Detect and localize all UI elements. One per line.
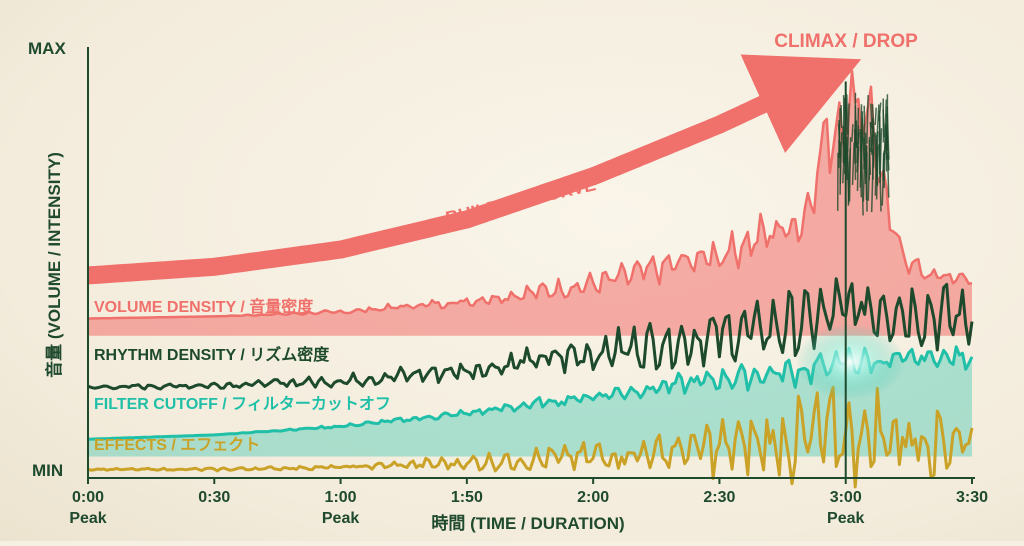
rhythm-density-label: RHYTHM DENSITY / リズム密度 <box>94 345 330 364</box>
climax-burst-stroke <box>847 94 848 134</box>
y-axis-label: 音量 (VOLUME / INTENSITY) <box>44 152 64 378</box>
filter-cutoff-label: FILTER CUTOFF / フィルターカットオフ <box>94 395 391 413</box>
build-up-curve <box>88 82 812 276</box>
build-up-label: BUILD-UP CURVE <box>444 174 598 228</box>
x-tick-label: 1:50 <box>451 489 483 506</box>
x-tick-sublabel: Peak <box>69 510 106 527</box>
x-tick-label: 2:30 <box>703 489 735 506</box>
climax-burst-stroke <box>875 108 876 125</box>
series-layer <box>88 71 972 487</box>
x-tick-label: 2:00 <box>577 489 609 506</box>
y-max-label: MAX <box>28 39 66 58</box>
climax-label: CLIMAX / DROP <box>774 31 918 52</box>
climax-burst-stroke <box>861 104 862 152</box>
x-tick-label: 0:00 <box>72 489 104 506</box>
volume-density-label: VOLUME DENSITY / 音量密度 <box>94 297 314 316</box>
climax-burst-stroke <box>883 153 884 181</box>
x-tick-label: 1:00 <box>325 489 357 506</box>
effects-label: EFFECTS / エフェクト <box>94 436 260 454</box>
x-tick-sublabel: Peak <box>322 510 359 527</box>
x-axis-label: 時間 (TIME / DURATION) <box>431 513 624 533</box>
x-tick-label: 3:30 <box>956 489 988 506</box>
climax-burst-stroke <box>864 106 865 151</box>
y-min-label: MIN <box>32 461 63 480</box>
x-tick-label: 3:00 <box>830 489 862 506</box>
x-tick-sublabel: Peak <box>827 510 864 527</box>
climax-burst-stroke <box>841 105 842 128</box>
climax-glow <box>795 324 905 400</box>
x-tick-label: 0:30 <box>198 489 230 506</box>
climax-burst-stroke <box>866 133 867 201</box>
